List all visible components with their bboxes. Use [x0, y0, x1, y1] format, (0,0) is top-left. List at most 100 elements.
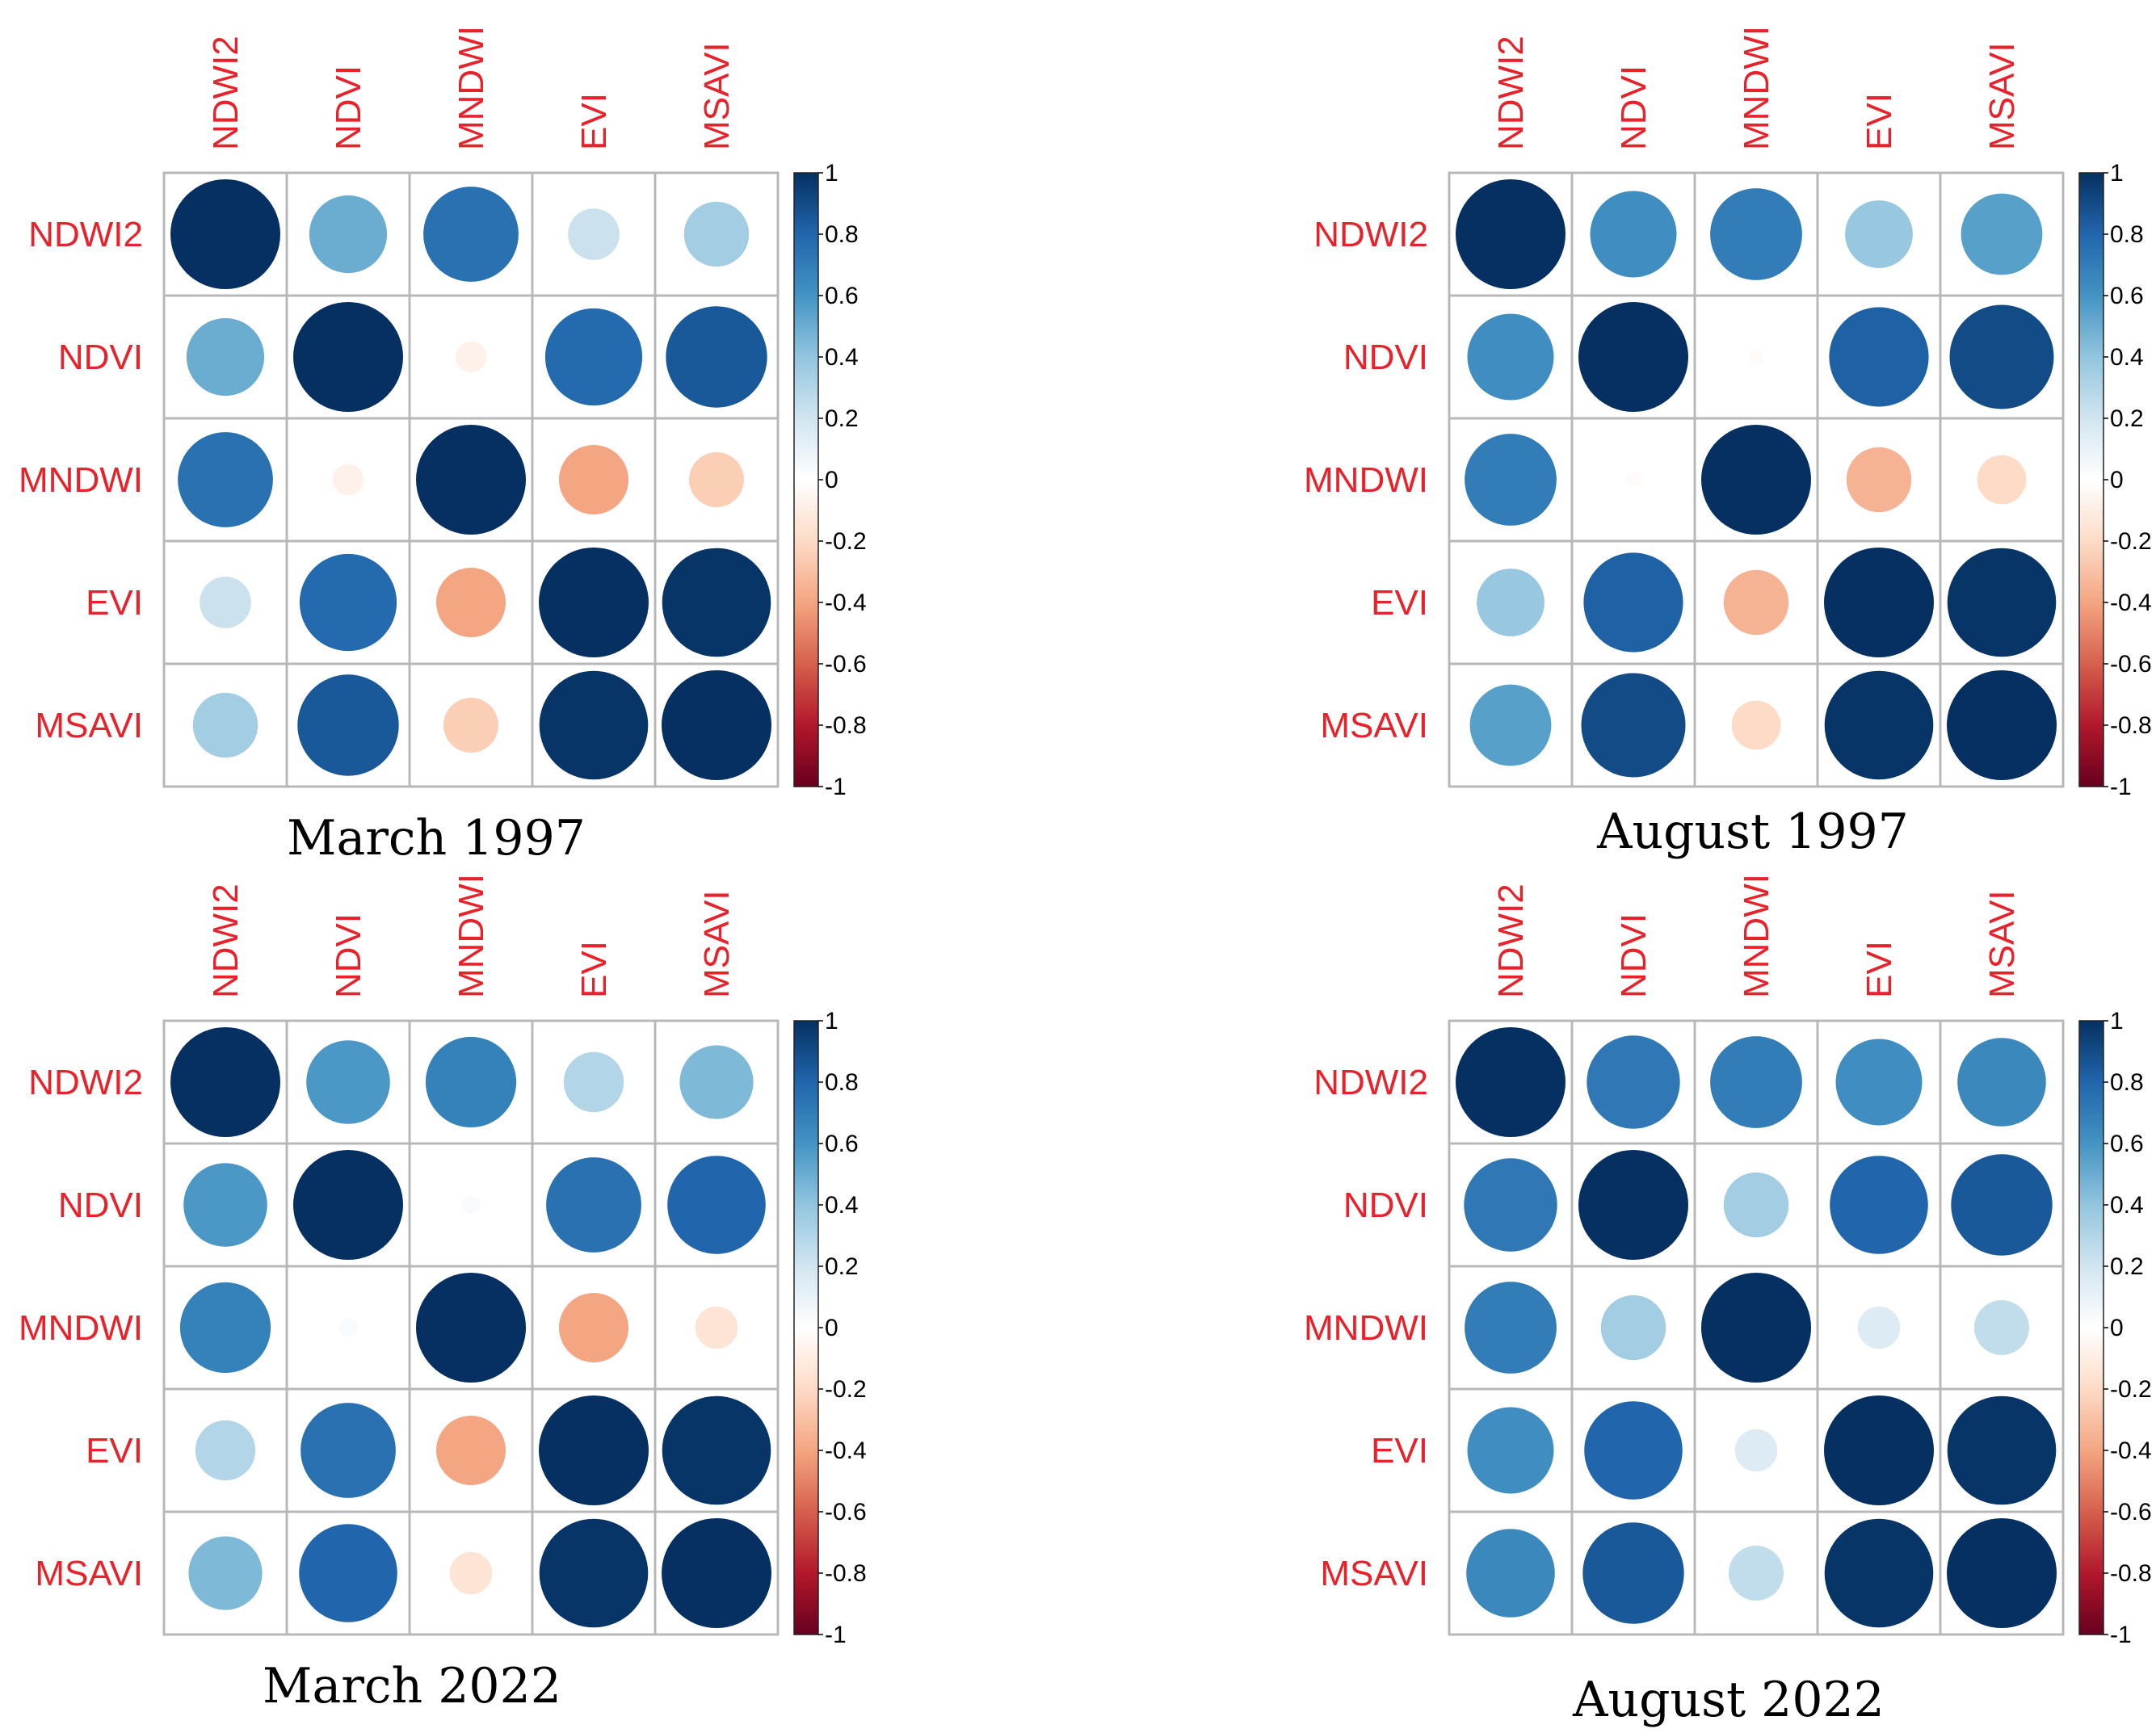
colorbar: [793, 172, 819, 787]
column-label: NDWI2: [206, 36, 246, 150]
correlation-circle: [546, 1157, 641, 1253]
correlation-circle: [1734, 1429, 1778, 1472]
column-label: EVI: [1860, 93, 1899, 150]
colorbar-tick-label: 0.6: [825, 283, 859, 309]
correlation-circle: [1824, 1395, 1934, 1505]
correlation-circle: [1464, 1158, 1557, 1252]
correlation-circle: [423, 187, 519, 282]
colorbar-tick-label: -1: [825, 774, 847, 800]
correlation-circle: [662, 1518, 771, 1628]
correlation-circle: [300, 1403, 396, 1498]
column-label: MSAVI: [697, 890, 737, 998]
colorbar-tick-label: 0.8: [825, 1069, 859, 1096]
row-label: NDWI2: [28, 1063, 143, 1102]
row-label: NDWI2: [1313, 215, 1428, 254]
correlation-circle: [425, 1036, 517, 1128]
correlation-circle: [1723, 1172, 1789, 1238]
colorbar-tick-label: -1: [2110, 1622, 2132, 1648]
correlation-circle: [1701, 1273, 1811, 1383]
correlation-panel: NDWI2 NDVI MNDWI EVI MSAVI NDWI2 NDVI MNDWI EVI M…: [1304, 874, 2152, 1728]
correlation-circle: [1701, 425, 1811, 535]
correlation-circle: [443, 698, 498, 753]
correlation-circle: [1947, 1518, 2057, 1628]
row-label: NDWI2: [1313, 1063, 1428, 1102]
column-label: MNDWI: [452, 874, 491, 998]
correlation-circle: [338, 1318, 358, 1337]
colorbar-tick-label: -0.2: [825, 1376, 867, 1403]
colorbar-tick-label: 1: [825, 1008, 838, 1034]
correlation-circle: [436, 568, 506, 637]
row-label: MNDWI: [1304, 460, 1428, 500]
colorbar-tick-label: 0.4: [825, 1192, 859, 1219]
row-label: MSAVI: [35, 706, 143, 745]
correlation-circle: [662, 548, 771, 657]
correlation-circle: [1456, 1027, 1566, 1137]
correlation-circle: [436, 1416, 506, 1485]
row-label: MSAVI: [1320, 706, 1428, 745]
correlation-circle: [416, 425, 526, 535]
colorbar-tick-label: -0.4: [2110, 590, 2152, 616]
colorbar-tick-label: 1: [825, 160, 838, 187]
colorbar-tick-label: 0: [2110, 467, 2124, 493]
column-label: NDWI2: [1491, 883, 1531, 998]
correlation-circle: [1723, 569, 1789, 636]
column-label: EVI: [1860, 941, 1899, 998]
colorbar-tick-label: -0.8: [2110, 712, 2152, 739]
column-label: MSAVI: [1982, 890, 2022, 998]
panel-title: August 1997: [1596, 804, 1909, 860]
correlation-circle: [309, 195, 388, 274]
correlation-circle: [1710, 1036, 1802, 1128]
row-label: EVI: [86, 1431, 143, 1471]
correlation-circle: [1974, 1300, 2029, 1355]
correlation-circle: [695, 1306, 738, 1349]
correlation-circle: [186, 317, 265, 397]
correlation-circle: [1961, 193, 2043, 275]
colorbar-tick-label: -0.6: [2110, 1499, 2152, 1525]
panel-title: March 1997: [287, 810, 586, 867]
correlation-circle: [200, 577, 251, 628]
correlation-circle: [1467, 1407, 1554, 1494]
colorbar-tick-label: 0.8: [825, 221, 859, 248]
correlation-circle: [1951, 1154, 2053, 1256]
column-label: NDVI: [1614, 913, 1654, 998]
row-label: NDVI: [58, 338, 143, 377]
colorbar-tick-label: -0.2: [825, 528, 867, 555]
colorbar-tick-label: 0.2: [2110, 1253, 2144, 1280]
correlation-circle: [1590, 191, 1677, 278]
correlation-circle: [1587, 1035, 1680, 1129]
correlation-circle: [1578, 302, 1688, 412]
correlation-circle: [1835, 1039, 1923, 1126]
colorbar-tick-label: 0.6: [825, 1131, 859, 1157]
correlation-circle: [1824, 670, 1934, 780]
colorbar-tick-label: 0.4: [2110, 344, 2144, 371]
correlation-circle: [1600, 1295, 1666, 1361]
row-label: NDVI: [1343, 1186, 1428, 1225]
correlation-circle: [188, 1536, 263, 1610]
correlation-circle: [683, 201, 750, 267]
colorbar-tick-label: 0: [825, 467, 838, 493]
correlation-circle: [666, 306, 767, 408]
row-label: NDVI: [1343, 338, 1428, 377]
row-label: MNDWI: [19, 1308, 143, 1348]
row-label: MNDWI: [1304, 1308, 1428, 1348]
correlation-circle: [1465, 1282, 1557, 1374]
correlation-circle: [1625, 472, 1641, 488]
correlation-circle: [689, 452, 744, 507]
colorbar-tick-label: 0.2: [825, 405, 859, 432]
correlation-circle: [1469, 684, 1552, 766]
correlation-circle: [1731, 700, 1781, 750]
colorbar-tick-label: -0.6: [2110, 651, 2152, 678]
correlation-circle: [178, 432, 273, 527]
correlation-circle: [299, 553, 397, 652]
correlation-circle: [461, 1195, 481, 1215]
correlation-circle: [179, 1282, 271, 1374]
correlation-circle: [1845, 200, 1913, 268]
correlation-circle: [1829, 307, 1929, 407]
correlation-circle: [293, 1150, 403, 1260]
colorbar-tick-label: 0.4: [825, 344, 859, 371]
row-label: NDVI: [58, 1186, 143, 1225]
correlation-circle: [1477, 569, 1545, 636]
colorbar-tick-label: -0.2: [2110, 1376, 2152, 1403]
colorbar-tick-label: -0.4: [825, 1437, 867, 1464]
colorbar-tick-label: -0.8: [825, 712, 867, 739]
